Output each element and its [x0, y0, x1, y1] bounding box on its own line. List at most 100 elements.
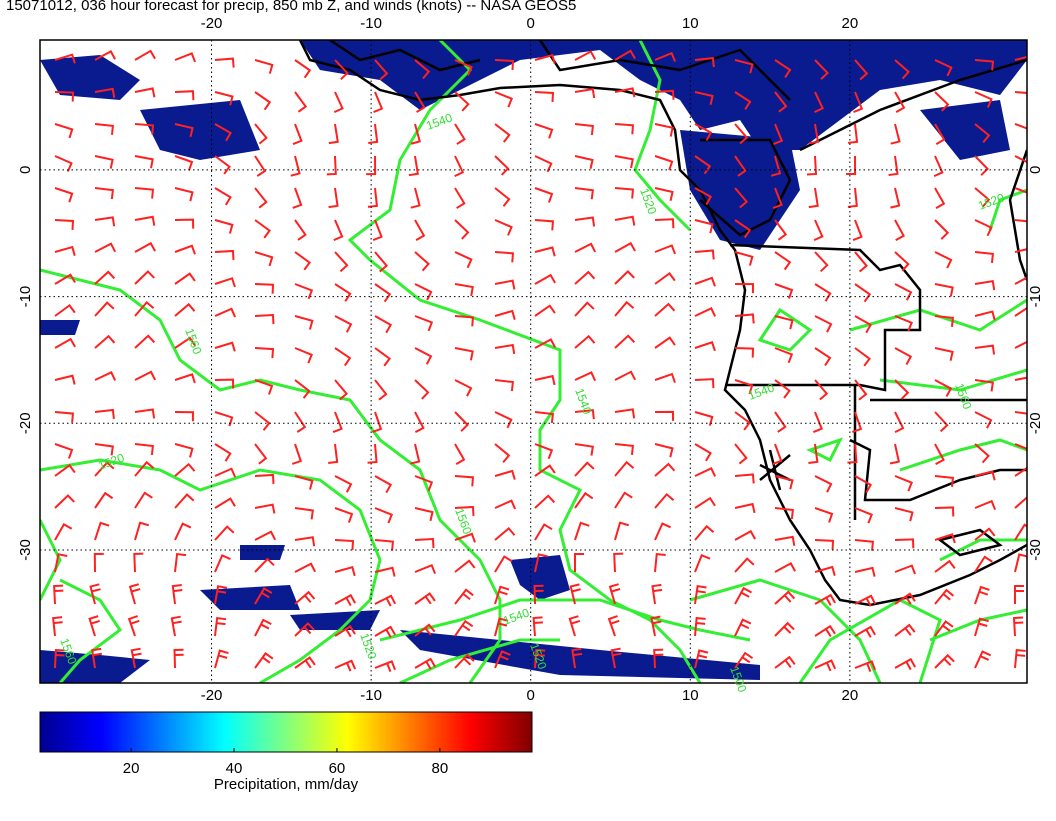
wind-barb — [494, 555, 513, 573]
wind-barb — [334, 315, 353, 333]
wind-barb — [454, 505, 475, 516]
wind-barb — [650, 615, 662, 637]
wind-barb — [494, 279, 516, 290]
wind-barb — [608, 583, 621, 605]
wind-barb — [774, 379, 791, 399]
wind-barb — [134, 491, 153, 509]
wind-barb — [54, 522, 73, 541]
wind-barb — [814, 593, 836, 606]
wind-barb — [54, 155, 73, 172]
wind-barb — [1012, 616, 1024, 637]
wind-barb — [934, 443, 945, 465]
lon-label-bottom: -10 — [360, 687, 382, 704]
wind-barb — [654, 492, 675, 509]
wind-barb — [372, 219, 383, 241]
wind-barb — [374, 379, 388, 401]
wind-barbs — [52, 49, 1027, 673]
coastline — [298, 40, 1027, 607]
wind-barb — [494, 187, 511, 207]
wind-barb — [532, 616, 544, 637]
wind-barb — [534, 187, 554, 203]
title: 15071012, 036 hour forecast for precip, … — [6, 0, 576, 14]
wind-barb — [134, 187, 155, 199]
wind-barb — [1014, 248, 1027, 253]
wind-barb — [854, 379, 868, 401]
wind-barb — [53, 584, 64, 605]
wind-barb — [214, 57, 235, 68]
wind-barb — [734, 586, 753, 605]
wind-barb — [534, 374, 556, 386]
wind-barb — [574, 187, 594, 200]
wind-barb — [334, 251, 349, 273]
wind-barb — [128, 583, 141, 605]
wind-barb — [734, 618, 752, 637]
wind-barb — [294, 91, 308, 113]
wind-barb — [812, 411, 824, 433]
wind-barb — [772, 443, 783, 465]
wind-barb — [814, 507, 834, 523]
wind-barb — [374, 283, 392, 303]
wind-barb — [574, 521, 590, 541]
wind-barb — [94, 491, 114, 509]
wind-barb — [134, 123, 155, 135]
wind-barb — [334, 659, 357, 672]
wind-barb — [130, 647, 142, 669]
wind-barb — [774, 535, 796, 546]
wind-barb — [94, 461, 115, 477]
wind-barb — [254, 587, 273, 605]
wind-barb — [174, 336, 196, 349]
wind-barb — [894, 623, 916, 637]
wind-barb — [174, 244, 196, 255]
wind-barb — [1014, 496, 1027, 509]
wind-barb — [651, 583, 663, 605]
wind-barb — [494, 617, 509, 637]
wind-barb — [974, 617, 989, 637]
wind-barb — [294, 59, 312, 79]
wind-barb — [694, 443, 712, 462]
wind-barb — [374, 594, 397, 607]
wind-barb — [854, 594, 877, 607]
wind-barb — [934, 123, 946, 145]
wind-barb — [334, 625, 356, 638]
wind-barb — [494, 219, 513, 236]
wind-barb — [808, 123, 820, 145]
wind-barb — [894, 379, 910, 400]
wind-barb — [174, 187, 194, 202]
wind-barb — [494, 379, 514, 392]
wind-barb — [806, 155, 818, 176]
wind-barb — [294, 315, 314, 330]
wind-barb — [734, 283, 755, 294]
wind-barb — [694, 616, 706, 637]
wind-barb — [734, 651, 754, 669]
wind-barb — [174, 411, 195, 422]
wind-barb — [734, 379, 754, 395]
wind-barb — [454, 619, 474, 637]
wind-barb — [774, 475, 794, 490]
wind-barb — [534, 155, 553, 173]
wind-barb — [134, 443, 154, 456]
wind-barb — [574, 491, 594, 509]
wind-barb — [254, 59, 274, 74]
wind-barb — [94, 443, 114, 456]
wind-barb — [814, 379, 829, 401]
wind-barb — [170, 615, 182, 637]
wind-barb — [214, 307, 237, 318]
wind-barb — [372, 411, 383, 433]
wind-barb — [654, 372, 676, 383]
wind-barb — [494, 526, 516, 541]
wind-barb — [814, 539, 835, 550]
wind-barb — [694, 496, 716, 509]
wind-barb — [734, 123, 749, 145]
wind-barb — [814, 59, 829, 80]
wind-barb — [294, 656, 316, 669]
wind-barb — [374, 251, 389, 273]
map-area — [40, 40, 1027, 683]
wind-barb — [694, 649, 709, 669]
wind-barb — [54, 337, 76, 349]
wind-barb — [134, 241, 156, 253]
wind-barb — [573, 552, 584, 573]
wind-barb — [654, 410, 675, 421]
wind-barb — [774, 315, 794, 330]
wind-barb — [734, 557, 755, 573]
lon-label-top: -10 — [360, 15, 382, 32]
